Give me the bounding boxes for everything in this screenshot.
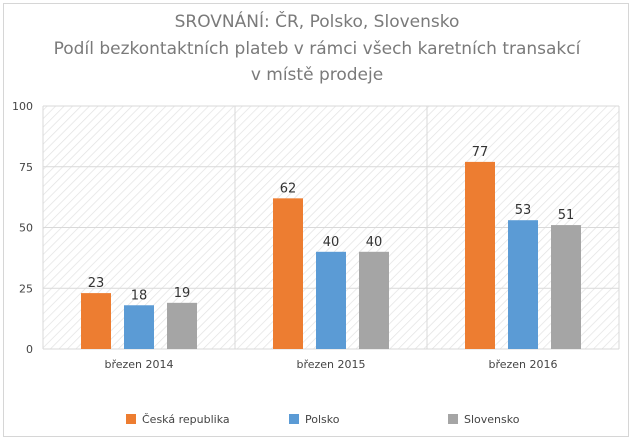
bar <box>465 161 495 349</box>
data-label: 53 <box>515 203 532 218</box>
bar <box>359 251 389 349</box>
data-label: 23 <box>88 276 105 291</box>
data-label: 51 <box>558 208 575 223</box>
chart-title-line-2: Podíl bezkontaktních plateb v rámci všec… <box>54 39 582 59</box>
y-axis-ticks: 0 25 50 75 100 <box>12 100 33 356</box>
y-tick-label: 0 <box>26 343 33 356</box>
data-label: 40 <box>323 235 340 250</box>
bar <box>551 225 581 349</box>
legend-swatch <box>448 414 458 424</box>
y-tick-label: 100 <box>12 100 33 113</box>
legend-swatch <box>289 414 299 424</box>
legend-label: Česká republika <box>142 413 230 426</box>
bar <box>508 220 538 349</box>
legend-swatch <box>126 414 136 424</box>
bars <box>81 161 581 349</box>
chart-title-line-3: v místě prodeje <box>251 65 383 85</box>
chart-title: SROVNÁNÍ: ČR, Polsko, Slovensko Podíl be… <box>54 10 582 85</box>
bar <box>316 251 346 349</box>
bar <box>167 302 197 349</box>
data-label: 62 <box>280 181 297 196</box>
x-category-label: březen 2015 <box>296 358 365 371</box>
x-category-label: březen 2014 <box>104 358 173 371</box>
y-tick-label: 75 <box>19 161 33 174</box>
y-tick-label: 25 <box>19 282 33 295</box>
x-category-label: březen 2016 <box>488 358 557 371</box>
data-label: 77 <box>472 145 489 160</box>
data-label: 19 <box>174 286 191 301</box>
bar <box>81 293 111 349</box>
legend-label: Slovensko <box>464 413 520 426</box>
legend: Česká republika Polsko Slovensko <box>126 413 520 426</box>
data-label: 18 <box>131 288 148 303</box>
legend-label: Polsko <box>305 413 340 426</box>
chart-title-line-1: SROVNÁNÍ: ČR, Polsko, Slovensko <box>175 10 460 32</box>
data-label: 40 <box>366 235 383 250</box>
bar <box>273 198 303 349</box>
data-labels: 23 18 19 62 40 40 77 53 51 <box>88 145 575 303</box>
y-tick-label: 50 <box>19 222 33 235</box>
bar <box>124 305 154 349</box>
x-axis-categories: březen 2014 březen 2015 březen 2016 <box>104 358 557 371</box>
